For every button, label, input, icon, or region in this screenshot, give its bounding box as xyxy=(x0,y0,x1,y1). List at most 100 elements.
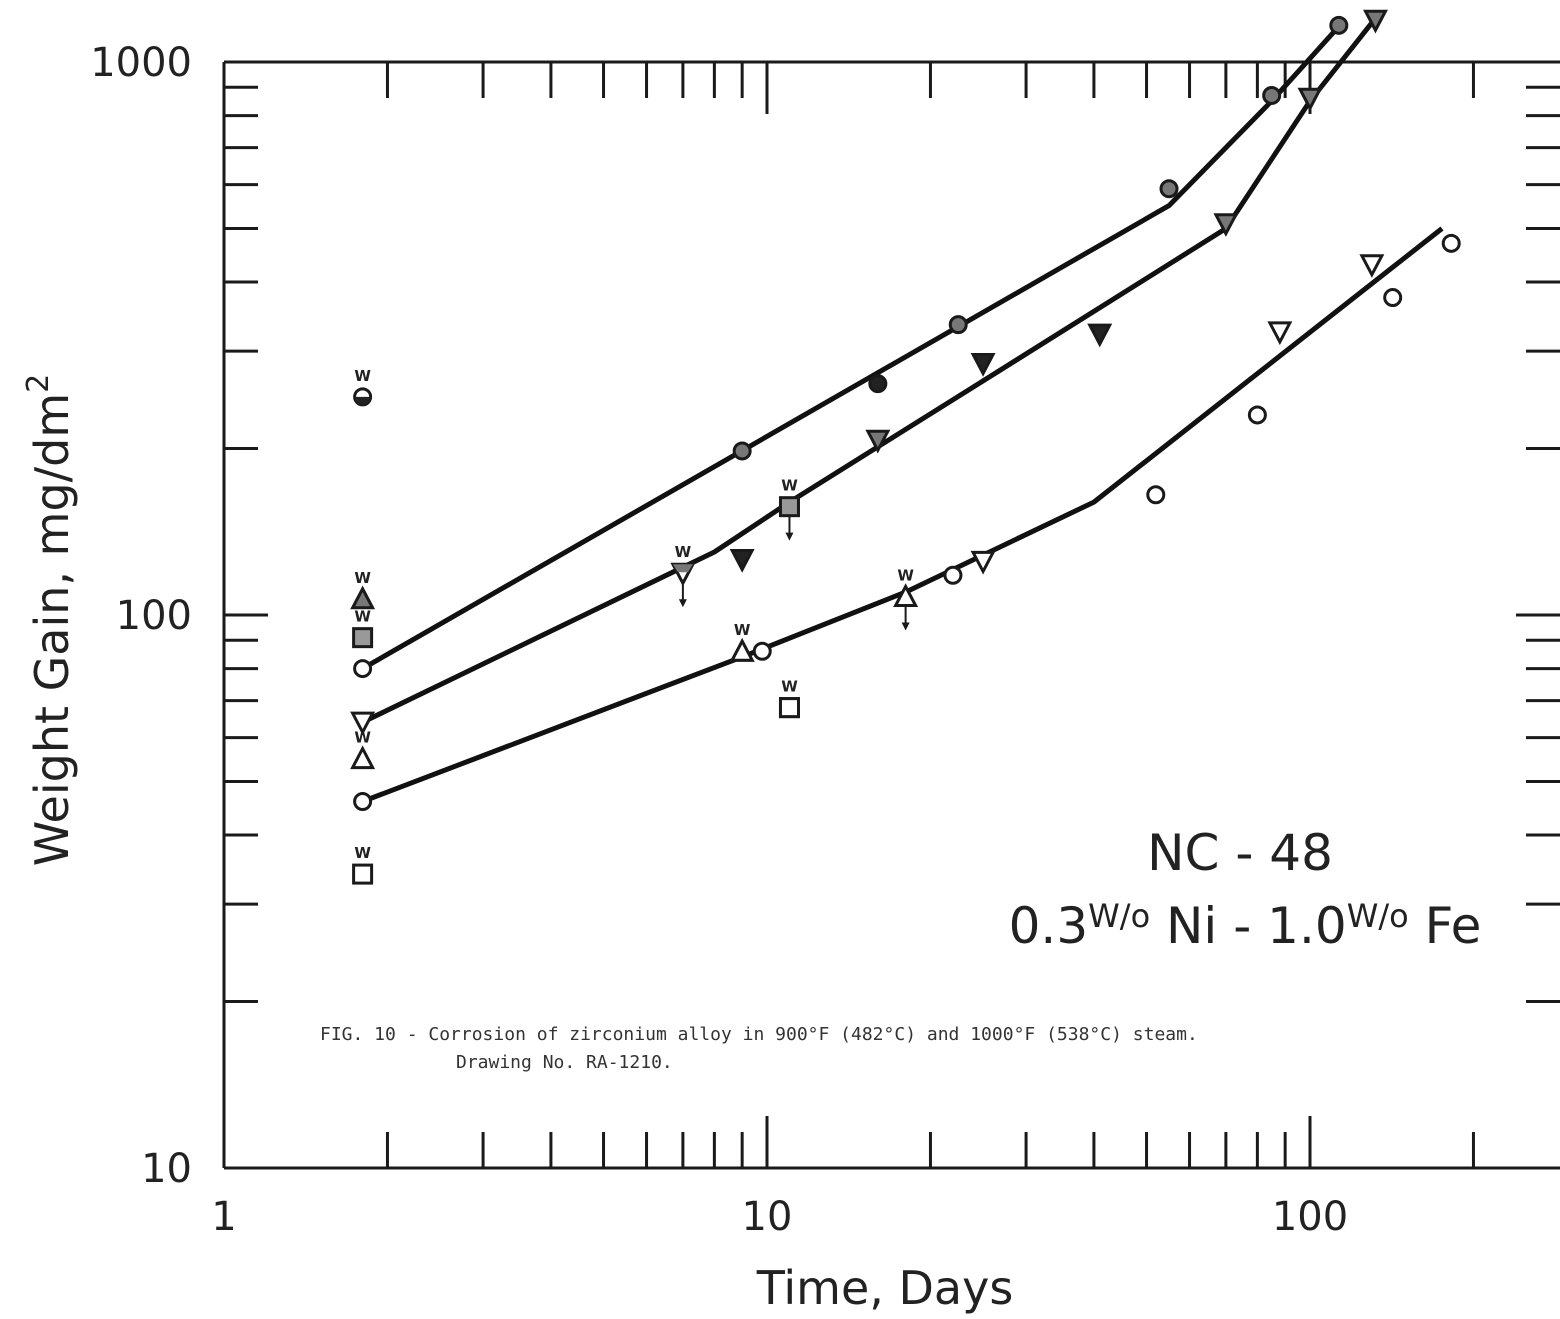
square-marker xyxy=(352,863,374,885)
circle-marker xyxy=(1146,485,1166,505)
x-axis-title: Time, Days xyxy=(756,1261,1014,1315)
data-point xyxy=(1359,254,1385,278)
triangle-down-marker xyxy=(1213,213,1239,237)
data-point xyxy=(948,315,968,335)
withdrawn-data-point: W xyxy=(670,543,696,608)
plot-frame xyxy=(222,60,1560,1170)
triangle-down-marker xyxy=(1359,254,1385,278)
fit-curve xyxy=(361,16,1378,725)
withdrawn-label: W xyxy=(897,567,914,585)
y-tick-label: 1000 xyxy=(90,40,192,86)
withdrawn-data-point: W xyxy=(352,608,374,649)
triangle-up-marker xyxy=(350,585,376,610)
withdrawn-label: W xyxy=(354,844,371,862)
triangle-up-marker xyxy=(893,583,919,608)
data-point xyxy=(1159,179,1179,199)
fit-curve xyxy=(361,226,1444,804)
data-point xyxy=(1267,321,1293,346)
data-point xyxy=(729,548,755,573)
withdrawn-data-point: W xyxy=(778,678,800,719)
axis-ticks: 1 10 100 10 100 1000 xyxy=(90,40,1560,1240)
withdrawn-label: W xyxy=(734,621,751,639)
circle-marker xyxy=(868,374,888,394)
circle-marker xyxy=(1159,179,1179,199)
circle-marker xyxy=(1329,15,1349,35)
figure-caption-line-2: Drawing No. RA-1210. xyxy=(456,1052,673,1073)
circle-marker xyxy=(353,791,373,811)
triangle-up-marker xyxy=(729,638,755,662)
circle-marker xyxy=(943,565,963,585)
withdrawn-data-point: W xyxy=(893,567,919,631)
y-axis-title-group: Weight Gain, mg/dm2 xyxy=(21,374,79,867)
triangle-down-marker xyxy=(1267,321,1293,346)
data-point xyxy=(1247,405,1267,425)
withdrawn-label: W xyxy=(781,477,798,495)
square-marker xyxy=(778,697,800,719)
composition-fe-label: Fe xyxy=(1409,897,1482,955)
half-fill xyxy=(354,396,371,405)
alloy-composition: 0.3W/o Ni - 1.0W/o Fe xyxy=(1009,897,1482,955)
data-point xyxy=(1329,15,1349,35)
data-point xyxy=(868,374,888,394)
circle-marker xyxy=(752,641,772,661)
triangle-down-marker xyxy=(865,429,891,454)
y-axis-title-main: Weight Gain, mg/dm xyxy=(25,393,79,866)
composition-unit-1: W/o xyxy=(1088,897,1150,935)
half-fill xyxy=(672,564,693,573)
y-axis-title: Weight Gain, mg/dm2 xyxy=(21,374,79,867)
withdrawn-data-point: W xyxy=(729,621,755,662)
circle-marker xyxy=(353,659,373,679)
x-tick-label: 1 xyxy=(211,1194,236,1240)
withdrawn-data-point: W xyxy=(352,844,374,885)
data-point xyxy=(970,352,996,377)
withdrawn-data-point: W xyxy=(778,477,800,541)
data-point xyxy=(752,641,772,661)
figure-caption-line-1: FIG. 10 - Corrosion of zirconium alloy i… xyxy=(320,1024,1198,1045)
withdrawn-label: W xyxy=(354,569,371,587)
fit-curves xyxy=(361,16,1444,804)
withdrawn-data-point: W xyxy=(350,729,376,770)
data-point xyxy=(1262,85,1282,105)
data-point xyxy=(1441,233,1461,253)
down-arrow-head xyxy=(785,532,794,541)
data-point xyxy=(1213,213,1239,237)
withdrawn-label: W xyxy=(675,543,692,561)
data-point xyxy=(943,565,963,585)
data-point xyxy=(865,429,891,454)
withdrawn-data-point: W xyxy=(350,569,376,610)
triangle-down-marker xyxy=(1362,9,1388,34)
data-point xyxy=(1087,323,1113,348)
triangle-down-marker xyxy=(1297,87,1323,112)
x-tick-label: 10 xyxy=(742,1194,793,1240)
composition-ni-value: 0.3 xyxy=(1009,897,1089,955)
data-point xyxy=(1297,87,1323,112)
data-point xyxy=(353,659,373,679)
y-tick-label: 10 xyxy=(141,1146,192,1192)
y-tick-label: 100 xyxy=(116,593,192,639)
down-arrow-head xyxy=(901,622,910,631)
data-points: W W W W W W W W W W xyxy=(350,9,1461,885)
withdrawn-label: W xyxy=(354,608,371,626)
data-point xyxy=(970,550,996,575)
withdrawn-label: W xyxy=(354,729,371,747)
triangle-up-marker xyxy=(350,745,376,770)
fit-curve xyxy=(361,24,1341,671)
down-arrow-head xyxy=(678,599,687,608)
withdrawn-data-point: W xyxy=(353,367,373,407)
triangle-down-marker xyxy=(729,548,755,573)
alloy-name: NC - 48 xyxy=(1147,824,1333,882)
y-axis-title-superscript: 2 xyxy=(21,374,56,393)
data-point xyxy=(353,791,373,811)
triangle-down-marker xyxy=(970,352,996,377)
data-point xyxy=(1146,485,1166,505)
triangle-down-marker xyxy=(970,550,996,575)
circle-marker xyxy=(732,441,752,461)
circle-marker xyxy=(1262,85,1282,105)
withdrawn-label: W xyxy=(354,367,371,385)
composition-unit-2: W/o xyxy=(1347,897,1409,935)
circle-marker xyxy=(1383,288,1403,308)
data-point xyxy=(732,441,752,461)
composition-fe-value: Ni - 1.0 xyxy=(1150,897,1347,955)
x-tick-label: 100 xyxy=(1272,1194,1348,1240)
triangle-down-marker xyxy=(350,711,376,736)
